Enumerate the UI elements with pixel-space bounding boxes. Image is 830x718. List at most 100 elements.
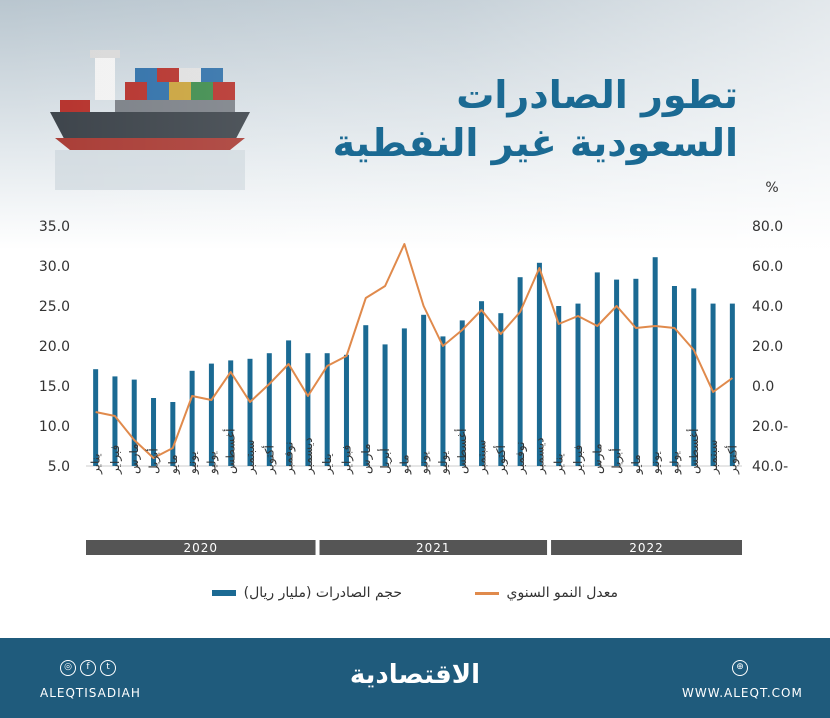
bar-export-volume [286,340,292,466]
bar-export-volume [691,288,697,466]
bar-export-volume [710,303,716,466]
x-tick-label: أبريل [609,448,625,474]
x-tick-label: يونيو [648,451,663,475]
x-tick-label: يوليو [436,451,451,475]
x-tick-label: يناير [89,453,104,475]
y-right-tick-label: 0.0 [752,379,774,395]
x-tick-label: مارس [359,443,374,474]
x-tick-label: يناير [552,453,567,475]
x-tick-label: سبتمبر [706,440,721,475]
x-tick-label: أبريل [377,448,393,474]
x-tick-label: أكتوبر [493,445,509,475]
bar-export-volume [536,262,542,466]
growth-rate-line [95,243,733,459]
y-right-tick-label: 20.0 [752,339,783,355]
title-line-2: السعودية غير النفطية [332,121,738,165]
legend-bar-entry: حجم الصادرات (مليار ريال) [211,585,402,601]
x-tick-label: ديسمبر [301,437,316,475]
bar-export-volume [556,306,562,466]
y-right-unit: % [765,180,778,196]
year-band-label: 2022 [629,541,664,555]
website-link[interactable]: WWW.ALEQT.COM [682,686,803,700]
bar-export-volume [479,301,485,466]
year-band [319,540,548,555]
x-tick-label: نوفمبر [282,442,297,475]
x-tick-label: ديسمبر [532,437,547,475]
x-tick-label: يوليو [667,451,682,475]
bar-export-volume [459,320,465,466]
ship-background [0,0,830,250]
bar-export-volume [421,314,427,466]
bar-export-volume [498,313,504,466]
bar-export-volume [382,344,388,466]
year-band [86,540,316,555]
bar-export-volume [324,353,330,466]
twitter-icon[interactable]: t [100,660,116,676]
globe-icon[interactable]: ⊕ [732,660,748,676]
x-tick-label: أبريل [146,448,162,474]
y-right-tick-label: 20.0- [752,419,788,435]
bar-export-volume [633,278,639,466]
bar-export-volume [363,325,369,466]
y-left-tick-label: 15.0 [39,379,70,395]
y-left-tick-label: 30.0 [39,259,70,275]
facebook-icon[interactable]: f [80,660,96,676]
x-tick-label: مايو [629,454,644,475]
x-tick-label: يناير [320,453,335,475]
x-tick-label: فبراير [108,445,123,475]
x-tick-label: فبراير [339,445,354,475]
x-tick-label: مارس [590,443,605,474]
bar-export-volume [112,376,118,466]
x-tick-label: أغسطس [223,429,239,474]
x-tick-label: أكتوبر [261,445,277,475]
export-chart: 35.0 30.0 25.0 20.0 15.0 10.0 5.0 80.0 60.0 40.0 2… [39,180,788,555]
legend-line-swatch [474,591,499,595]
bar-export-volume [247,358,253,466]
x-tick-label: مايو [166,454,181,475]
bar-export-volume [343,354,349,466]
x-tick-label: مارس [127,443,142,474]
bar-export-volume [401,328,407,466]
brand-logo: الاقتصادية [349,660,481,690]
x-tick-label: سبتمبر [475,440,490,475]
x-tick-label: يونيو [417,451,432,475]
x-tick-label: يونيو [185,451,200,475]
y-left-tick-label: 25.0 [39,299,70,315]
x-tick-label: مايو [397,454,412,475]
bar-export-volume [305,353,311,466]
bar-export-volume [517,277,523,466]
social-icons: ◎ f t [60,660,116,676]
bar-export-volume [208,363,214,466]
legend-line-entry: معدل النمو السنوي [474,585,618,601]
bar-export-volume [228,360,234,466]
bar-export-volume [652,257,658,466]
x-tick-label: أغسطس [454,429,470,474]
legend-line-label: معدل النمو السنوي [506,585,618,601]
x-tick-label: سبتمبر [243,440,258,475]
instagram-icon[interactable]: ◎ [60,660,76,676]
bar-export-volume [266,353,272,466]
x-tick-label: فبراير [571,445,586,475]
year-band [551,540,742,555]
y-left-tick-label: 20.0 [39,339,70,355]
legend-bar-swatch [211,590,236,596]
social-handle[interactable]: ALEQTISADIAH [40,686,141,700]
web-icon-wrap: ⊕ [732,660,748,676]
bar-export-volume [440,336,446,466]
x-tick-label: أكتوبر [724,445,740,475]
footer: ◎ f t ALEQTISADIAH الاقتصادية ⊕ WWW.ALEQ… [0,638,830,718]
bar-export-volume [189,370,195,466]
bar-export-volume [729,303,735,466]
y-left-tick-label: 35.0 [39,219,70,235]
x-tick-label: أغسطس [686,429,702,474]
x-tick-label: يوليو [204,451,219,475]
bar-export-volume [93,369,99,466]
bar-export-volume [131,379,137,466]
bar-export-volume [671,286,677,466]
x-tick-label: نوفمبر [513,442,528,475]
year-band-label: 2021 [416,541,451,555]
title-line-1: تطور الصادرات [456,73,738,117]
y-right-tick-label: 60.0 [752,259,783,275]
bar-export-volume [170,402,176,466]
